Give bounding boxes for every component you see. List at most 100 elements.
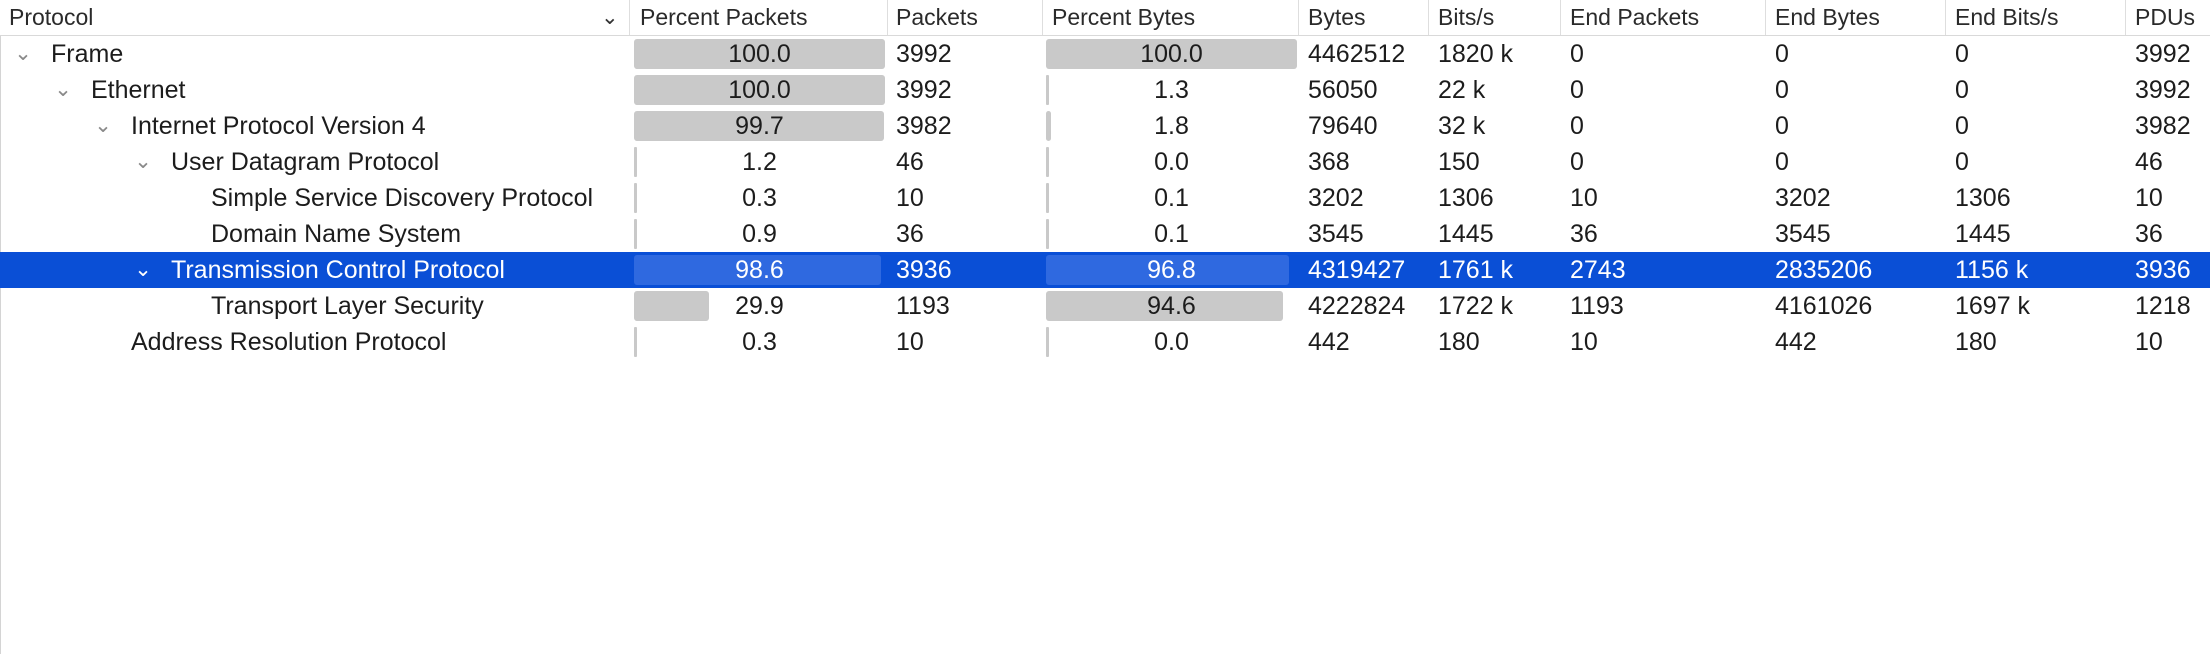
percent-packets-value: 1.2 bbox=[742, 148, 777, 176]
bytes-value: 4319427 bbox=[1308, 256, 1406, 284]
table-row[interactable]: Simple Service Discovery Protocol 0.3 10… bbox=[0, 180, 2210, 216]
bytes-value: 4462512 bbox=[1308, 40, 1406, 68]
end-bits-s-value: 0 bbox=[1955, 76, 1969, 104]
protocol-name: Ethernet bbox=[91, 76, 186, 104]
bytes-value: 4222824 bbox=[1308, 292, 1406, 320]
pdus-value: 10 bbox=[2135, 328, 2163, 356]
chevron-down-icon[interactable]: ⌄ bbox=[134, 150, 152, 173]
column-header-end-bits-s[interactable]: End Bits/s bbox=[1946, 0, 2126, 35]
packets-value: 10 bbox=[896, 328, 924, 356]
pdus-value: 1218 bbox=[2135, 292, 2191, 320]
column-header-packets[interactable]: Packets bbox=[887, 0, 1043, 35]
end-packets-value: 10 bbox=[1570, 328, 1598, 356]
column-header-protocol[interactable]: Protocol bbox=[0, 0, 630, 35]
percent-packets-bar bbox=[634, 75, 885, 105]
end-bytes-value: 0 bbox=[1775, 40, 1789, 68]
percent-bytes-bar bbox=[1046, 39, 1297, 69]
chevron-down-icon[interactable]: ⌄ bbox=[94, 114, 112, 137]
chevron-down-icon[interactable]: ⌄ bbox=[54, 78, 72, 101]
end-bits-s-value: 1156 k bbox=[1955, 256, 2029, 284]
table-row[interactable]: Address Resolution Protocol 0.3 10 0.0 4… bbox=[0, 324, 2210, 360]
pdus-value: 3992 bbox=[2135, 76, 2191, 104]
chevron-down-icon[interactable]: ⌄ bbox=[14, 42, 32, 65]
percent-packets-value: 0.9 bbox=[742, 220, 777, 248]
end-bytes-value: 0 bbox=[1775, 148, 1789, 176]
end-packets-value: 0 bbox=[1570, 112, 1584, 140]
percent-bytes-bar bbox=[1046, 255, 1289, 285]
column-header-percent-packets[interactable]: Percent Packets bbox=[631, 0, 888, 35]
percent-bytes-bar bbox=[1046, 291, 1283, 321]
end-packets-value: 2743 bbox=[1570, 256, 1626, 284]
bits-s-value: 1722 k bbox=[1438, 292, 1514, 320]
protocol-name: Internet Protocol Version 4 bbox=[131, 112, 426, 140]
percent-packets-bar bbox=[634, 111, 884, 141]
bytes-value: 79640 bbox=[1308, 112, 1378, 140]
end-packets-value: 0 bbox=[1570, 148, 1584, 176]
percent-bytes-value: 1.8 bbox=[1154, 112, 1189, 140]
packets-value: 3992 bbox=[896, 40, 952, 68]
packets-value: 3982 bbox=[896, 112, 952, 140]
end-bytes-value: 442 bbox=[1775, 328, 1817, 356]
percent-packets-bar bbox=[634, 147, 637, 177]
protocol-name: Address Resolution Protocol bbox=[131, 328, 447, 356]
protocol-name: Frame bbox=[51, 40, 124, 68]
chevron-down-icon[interactable]: ⌄ bbox=[134, 258, 152, 281]
table-row[interactable]: ⌄ User Datagram Protocol 1.2 46 0.0 368 … bbox=[0, 144, 2210, 180]
packets-value: 46 bbox=[896, 148, 924, 176]
percent-bytes-value: 0.0 bbox=[1154, 328, 1189, 356]
chevron-down-icon[interactable]: ⌄ bbox=[601, 6, 619, 29]
end-packets-value: 1193 bbox=[1570, 292, 1624, 320]
percent-bytes-bar bbox=[1046, 327, 1049, 357]
percent-packets-value: 0.3 bbox=[742, 328, 777, 356]
table-row[interactable]: Domain Name System 0.9 36 0.1 3545 1445 … bbox=[0, 216, 2210, 252]
column-header-bits-s[interactable]: Bits/s bbox=[1429, 0, 1561, 35]
percent-bytes-value: 94.6 bbox=[1147, 292, 1196, 320]
percent-packets-bar bbox=[634, 183, 637, 213]
column-header-end-bytes[interactable]: End Bytes bbox=[1766, 0, 1946, 35]
end-bytes-value: 3545 bbox=[1775, 220, 1831, 248]
end-bytes-value: 3202 bbox=[1775, 184, 1831, 212]
percent-packets-bar bbox=[634, 39, 885, 69]
end-bits-s-value: 1445 bbox=[1955, 220, 2011, 248]
end-bits-s-value: 180 bbox=[1955, 328, 1997, 356]
packets-value: 3992 bbox=[896, 76, 952, 104]
bits-s-value: 1306 bbox=[1438, 184, 1494, 212]
percent-packets-bar bbox=[634, 291, 709, 321]
end-bits-s-value: 1306 bbox=[1955, 184, 2011, 212]
table-row[interactable]: ⌄ Ethernet 100.0 3992 1.3 56050 22 k 0 0… bbox=[0, 72, 2210, 108]
table-row[interactable]: Transport Layer Security 29.9 1193 94.6 … bbox=[0, 288, 2210, 324]
end-bytes-value: 0 bbox=[1775, 76, 1789, 104]
column-header-pdus[interactable]: PDUs bbox=[2135, 4, 2196, 30]
bits-s-value: 150 bbox=[1438, 148, 1480, 176]
percent-bytes-bar bbox=[1046, 111, 1051, 141]
bits-s-value: 22 k bbox=[1438, 76, 1486, 104]
end-packets-value: 10 bbox=[1570, 184, 1598, 212]
percent-bytes-value: 0.0 bbox=[1154, 148, 1189, 176]
bits-s-value: 1445 bbox=[1438, 220, 1494, 248]
percent-bytes-bar bbox=[1046, 183, 1049, 213]
percent-packets-bar bbox=[634, 255, 881, 285]
percent-packets-value: 98.6 bbox=[735, 256, 784, 284]
percent-bytes-value: 1.3 bbox=[1154, 76, 1189, 104]
column-header-percent-bytes[interactable]: Percent Bytes bbox=[1043, 0, 1299, 35]
table-row[interactable]: ⌄ Frame 100.0 3992 100.0 4462512 1820 k … bbox=[0, 36, 2210, 72]
pdus-value: 36 bbox=[2135, 220, 2163, 248]
packets-value: 3936 bbox=[896, 256, 952, 284]
bytes-value: 56050 bbox=[1308, 76, 1378, 104]
pdus-value: 3936 bbox=[2135, 256, 2191, 284]
column-header-bytes[interactable]: Bytes bbox=[1299, 0, 1429, 35]
packets-value: 1193 bbox=[896, 292, 950, 320]
protocol-name: Transmission Control Protocol bbox=[171, 256, 505, 284]
pdus-value: 46 bbox=[2135, 148, 2163, 176]
protocol-name: Transport Layer Security bbox=[211, 292, 484, 320]
end-bits-s-value: 0 bbox=[1955, 112, 1969, 140]
bits-s-value: 1761 k bbox=[1438, 256, 1514, 284]
percent-packets-value: 100.0 bbox=[728, 40, 791, 68]
percent-packets-bar bbox=[634, 327, 637, 357]
column-header-end-packets[interactable]: End Packets bbox=[1561, 0, 1766, 35]
protocol-name: Domain Name System bbox=[211, 220, 462, 248]
table-row[interactable]: ⌄ Internet Protocol Version 4 99.7 3982 … bbox=[0, 108, 2210, 144]
table-row-selected[interactable]: ⌄ Transmission Control Protocol 98.6 393… bbox=[0, 252, 2210, 288]
end-packets-value: 0 bbox=[1570, 40, 1584, 68]
pdus-value: 10 bbox=[2135, 184, 2163, 212]
